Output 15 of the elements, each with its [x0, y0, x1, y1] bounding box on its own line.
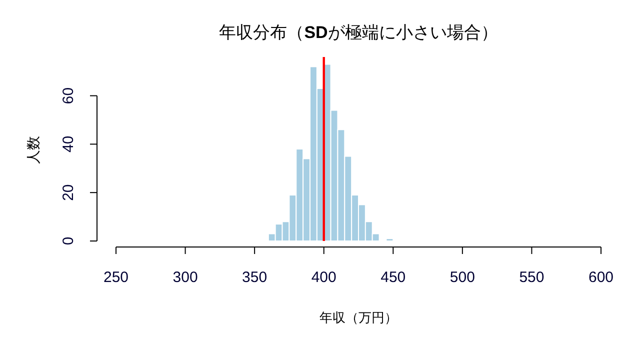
x-tick-label: 550 — [519, 269, 544, 286]
chart-title: 年収分布（SDが極端に小さい場合） — [219, 23, 498, 42]
x-tick-label: 350 — [242, 269, 268, 286]
x-tick-label: 400 — [311, 269, 336, 286]
x-tick-label: 250 — [103, 269, 129, 286]
y-tick-label: 60 — [60, 87, 77, 104]
y-tick-label: 0 — [60, 236, 77, 246]
y-tick-label: 20 — [60, 184, 77, 201]
x-tick-label: 600 — [588, 269, 614, 286]
x-tick-label: 300 — [172, 269, 198, 286]
y-axis-title: 人数 — [25, 136, 41, 164]
x-tick-label: 450 — [380, 269, 406, 286]
x-axis-title: 年収（万円） — [320, 310, 398, 325]
x-tick-label: 500 — [450, 269, 475, 286]
y-tick-label: 40 — [60, 136, 77, 152]
